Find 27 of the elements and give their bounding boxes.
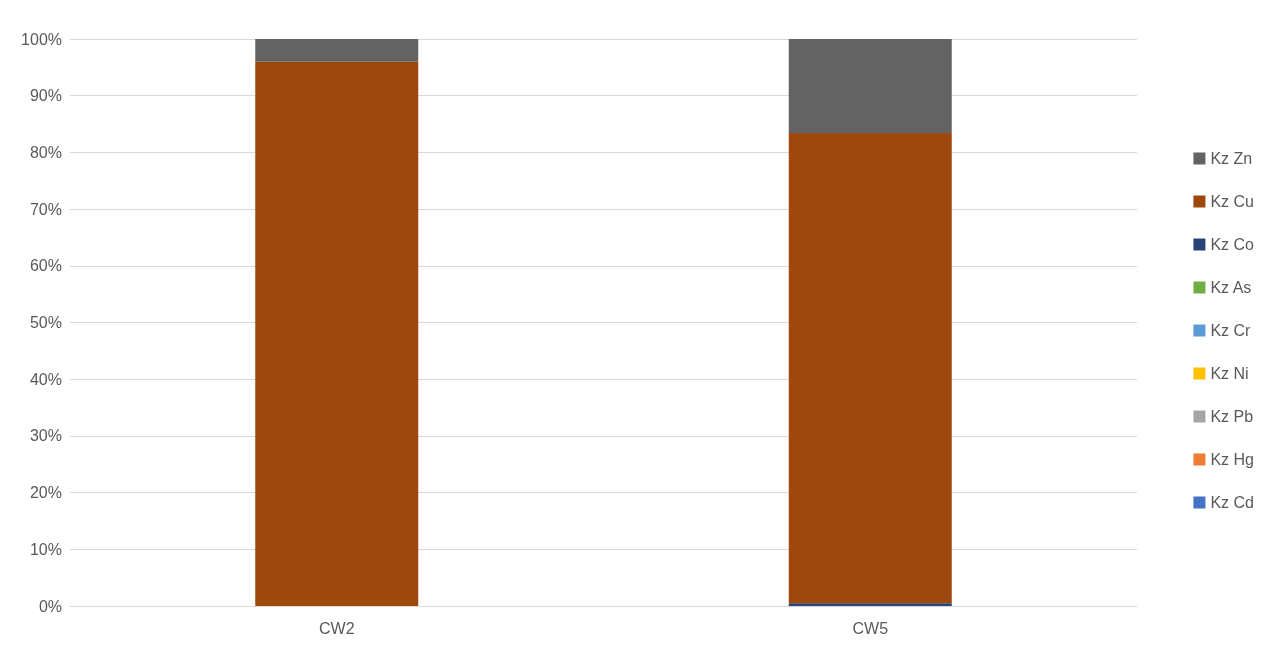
x-tick-label: CW5 <box>852 619 889 637</box>
bar <box>255 39 419 62</box>
y-tick-label: 40% <box>29 370 62 388</box>
y-tick-label: 100% <box>21 30 62 48</box>
legend-label: Kz Cr <box>1210 322 1252 339</box>
legend-label: Kz Pb <box>1210 408 1254 425</box>
bar <box>788 133 952 604</box>
legend-label: Kz Hg <box>1210 451 1255 468</box>
legend-label: Kz Cd <box>1210 494 1255 511</box>
x-tick-label: CW2 <box>318 619 355 637</box>
y-tick-label: 50% <box>29 314 62 331</box>
bar <box>255 61 419 606</box>
y-tick-label: 20% <box>29 484 62 502</box>
legend-label: Kz As <box>1210 279 1252 296</box>
bar <box>788 603 952 606</box>
legend-label: Kz Zn <box>1210 150 1253 167</box>
y-tick-label: 90% <box>29 87 62 105</box>
y-tick-label: 80% <box>29 143 62 161</box>
y-tick-label: 0% <box>38 597 62 615</box>
legend-label: Kz Co <box>1210 236 1255 253</box>
y-tick-label: 70% <box>29 200 62 218</box>
legend-label: Kz Cu <box>1210 193 1255 210</box>
y-tick-label: 60% <box>29 257 62 275</box>
y-tick-label: 10% <box>29 540 62 558</box>
bar <box>788 39 952 134</box>
legend-label: Kz Ni <box>1210 365 1249 382</box>
y-tick-label: 30% <box>29 427 62 445</box>
